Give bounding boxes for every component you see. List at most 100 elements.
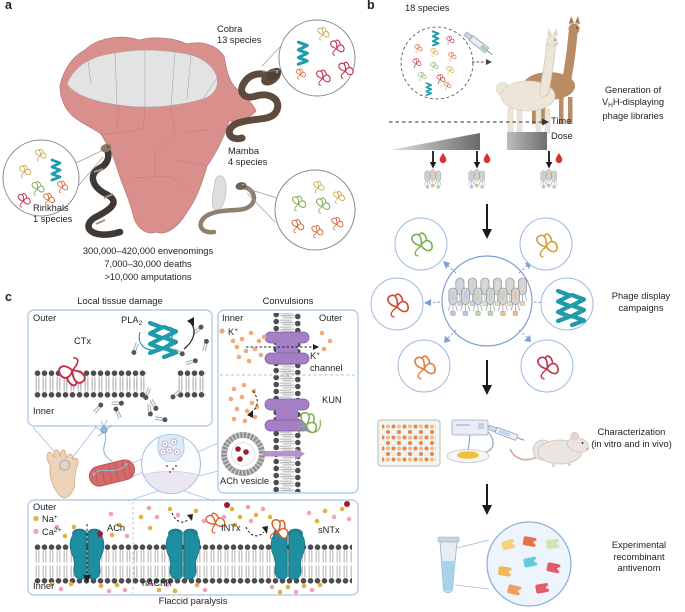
mamba-count: 4 species [228,157,268,167]
flow-arrow-1 [482,204,492,239]
time-arrow [389,118,549,126]
convulsions-title: Convulsions [262,296,314,306]
species-count: 18 species [405,3,450,13]
ion-flow-arrow [83,524,91,583]
sampling-arrows [429,151,563,169]
flaccid-paralysis-caption: Flaccid paralysis [158,596,228,606]
rinkhals-venom-inset [2,139,104,217]
blocked-arrow-sntx [245,526,268,537]
muscle-illustration [88,459,136,487]
mamba-illustration [198,182,257,235]
cobra-count: 13 species [217,35,262,45]
step4-caption: Experimental recombinant antivenom [611,540,667,573]
ach-vesicle-label: ACh vesicle [220,476,270,486]
cobra-illustration [225,67,282,143]
stat-amputations: >10,000 amputations [104,272,192,282]
blood-droplet-icon [555,153,563,164]
injection-syringe-icon [487,424,525,441]
ca-ion-dots [54,504,352,595]
dose-gradient-triangle [390,133,480,150]
ach-vesicle-icon [221,432,265,476]
local-damage-title: Local tissue damage [77,296,163,306]
legend-dots [33,328,225,535]
madagascar [211,175,227,211]
nachr-label: nAChR [142,578,172,588]
antivenom-tube-icon [437,536,490,594]
syringe-icon [463,31,493,56]
phage-pool-circle [441,255,533,347]
pla2-protein [138,323,176,357]
outer-label-2: Outer [319,313,343,323]
step3-caption: Characterization (in vitro and in vivo) [591,427,672,449]
blocked-flow-arrow [247,390,258,418]
ctx-label: CTx [74,336,92,346]
ca-legend-label: Ca2+ [42,527,62,537]
step2-caption: Phage display campaigns [611,291,671,313]
outer-label-3: Outer [33,502,57,512]
assay-instrument-icon [446,419,494,463]
inner-label-3: Inner [33,581,55,591]
vesicle-release-arrow [263,448,305,460]
phage-library-icons [424,169,558,189]
kun-label: KUN [322,395,342,405]
mamba-venom-inset [246,169,356,251]
panel-b-art [370,16,594,607]
panel-c-label: c [5,290,12,304]
ach-dots [224,501,350,508]
country-borders [86,49,218,109]
stat-envenomings: 300,000–420,000 envenomings [82,246,214,256]
panel-a-label: a [5,0,12,12]
inner-label-1: Inner [33,406,55,416]
mouse-icon [509,431,590,467]
flow-arrow-3 [482,484,492,515]
flow-arrow-2 [482,360,492,395]
panel-a-art [2,19,356,251]
synapse-illustration [140,433,202,495]
dose-label: Dose [551,131,573,141]
pla2-label: PLA2 [121,315,143,327]
kun-toxin [293,409,323,440]
na-legend-label: Na+ [42,514,58,524]
rinkhals-name: Rinkhals [33,203,69,213]
rinkhals-illustration [85,143,124,238]
blood-droplet-icon [483,153,491,164]
ach-label: ACh [107,523,126,533]
k-flow-arrow [246,344,319,350]
k-ion-label: K+ [228,327,238,337]
bite-site-marker [59,459,71,471]
nachr-receptor-3 [270,528,306,580]
rinkhals-count: 1 species [33,214,73,224]
antivenom-mix-magnifier [486,521,572,607]
cobra-name: Cobra [217,24,243,34]
panel-b-label: b [367,0,375,12]
hand-illustration [46,449,79,499]
venom-pool-circle [400,26,474,100]
llama-illustration [496,16,580,134]
outer-label-1: Outer [33,313,57,323]
dose-gradient-bar [507,132,547,150]
microwell-plate-icon [377,419,441,467]
local-damage-box [27,309,213,427]
neuron-illustration [94,419,113,462]
immunization-arrow [472,59,492,65]
country-borders-south [100,104,210,189]
mamba-name: Mamba [228,146,260,156]
na-ion-dots [49,506,345,595]
ach-molecule [97,531,103,537]
target-protein-circles [370,217,594,393]
step1-caption: Generation of VHH-displaying phage libra… [601,85,665,121]
inner-label-2: Inner [222,313,244,323]
blood-droplet-icon [439,153,447,164]
blocked-arrow-intx [171,512,193,523]
k-channel-label: K+ channel [310,351,343,373]
nachr-receptor-2 [165,528,201,580]
cleavage-arrow [183,317,195,350]
time-label: Time [551,116,572,126]
africa-map [59,36,257,234]
panel-c-art [27,309,359,596]
burden-stats: 300,000–420,000 envenomings 7,000–30,000… [40,245,256,284]
k-ion-dots [230,330,333,364]
cobra-venom-inset [261,19,356,97]
